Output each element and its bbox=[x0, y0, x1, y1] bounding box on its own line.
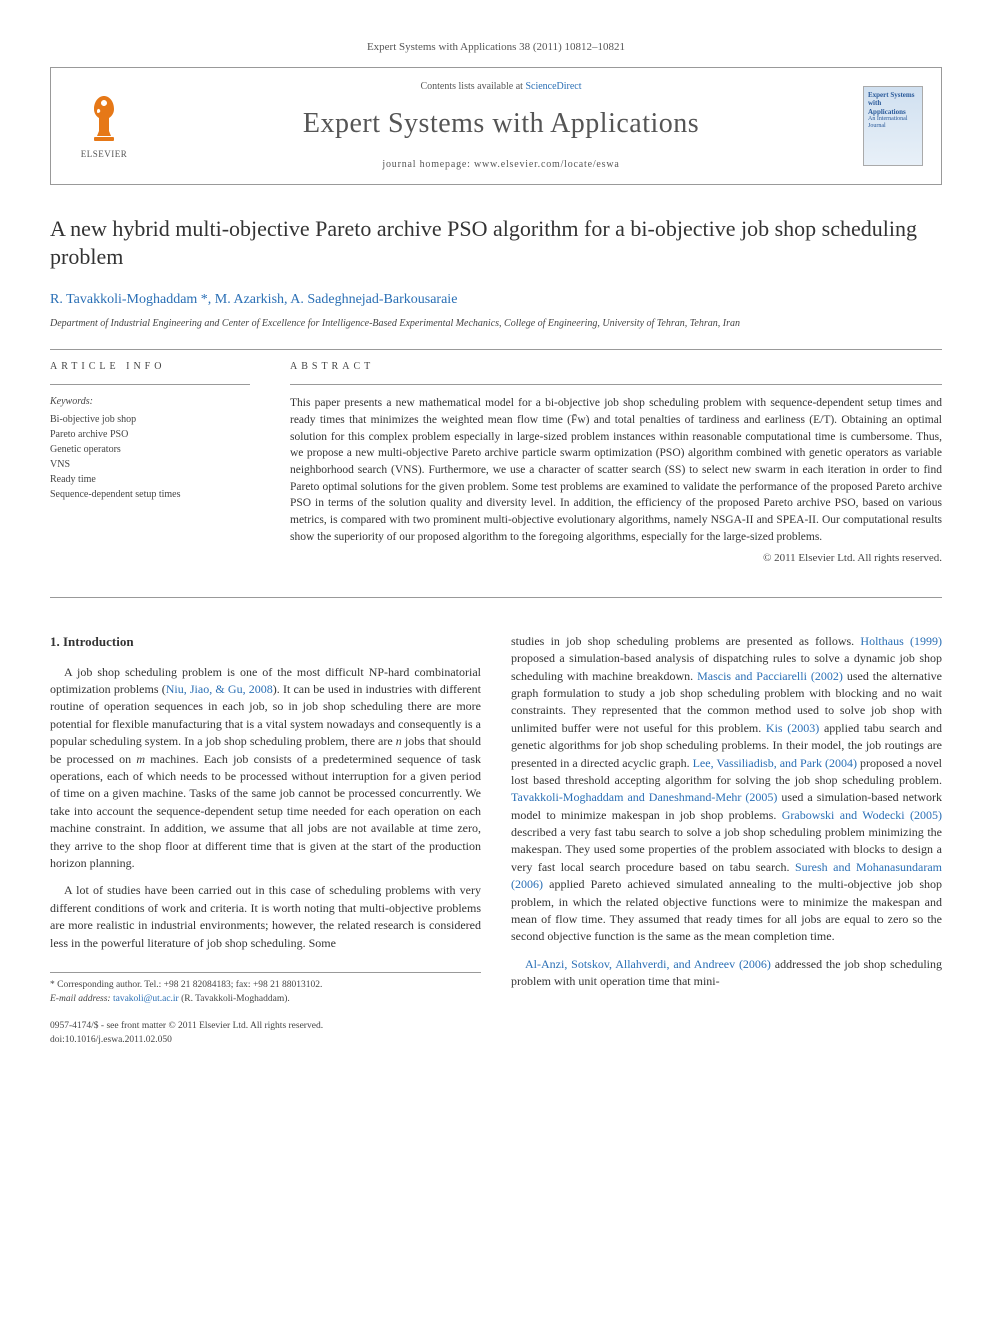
keyword: Ready time bbox=[50, 472, 250, 487]
divider-top bbox=[50, 349, 942, 350]
body-paragraph: A lot of studies have been carried out i… bbox=[50, 882, 481, 952]
ref-kis[interactable]: Kis (2003) bbox=[766, 721, 819, 735]
keyword: Bi-objective job shop bbox=[50, 412, 250, 427]
cover-title: Expert Systems with Applications bbox=[868, 91, 918, 116]
ref-niu[interactable]: Niu, Jiao, & Gu, 2008 bbox=[166, 682, 273, 696]
email-link[interactable]: tavakoli@ut.ac.ir bbox=[113, 994, 179, 1004]
ref-mascis[interactable]: Mascis and Pacciarelli (2002) bbox=[697, 669, 843, 683]
ref-holthaus[interactable]: Holthaus (1999) bbox=[860, 634, 942, 648]
author-link-2[interactable]: M. Azarkish bbox=[215, 292, 284, 307]
bottom-block: 0957-4174/$ - see front matter © 2011 El… bbox=[50, 1020, 481, 1048]
ref-alanzi[interactable]: Al-Anzi, Sotskov, Allahverdi, and Andree… bbox=[525, 957, 771, 971]
info-abstract-row: ARTICLE INFO Keywords: Bi-objective job … bbox=[50, 360, 942, 566]
corresponding-marker[interactable]: * bbox=[201, 292, 208, 307]
email-label: E-mail address: bbox=[50, 994, 111, 1004]
keyword: Sequence-dependent setup times bbox=[50, 487, 250, 502]
divider-bottom bbox=[50, 597, 942, 598]
citation-line: Expert Systems with Applications 38 (201… bbox=[50, 40, 942, 55]
keywords-label: Keywords: bbox=[50, 395, 250, 409]
divider-info bbox=[50, 384, 250, 385]
affiliation: Department of Industrial Engineering and… bbox=[50, 317, 942, 331]
body-columns: 1. Introduction A job shop scheduling pr… bbox=[50, 633, 942, 1048]
right-column: studies in job shop scheduling problems … bbox=[511, 633, 942, 1048]
article-info-column: ARTICLE INFO Keywords: Bi-objective job … bbox=[50, 360, 250, 566]
body-paragraph: Al-Anzi, Sotskov, Allahverdi, and Andree… bbox=[511, 956, 942, 991]
email-line: E-mail address: tavakoli@ut.ac.ir (R. Ta… bbox=[50, 993, 481, 1007]
homepage-line: journal homepage: www.elsevier.com/locat… bbox=[159, 158, 843, 172]
homepage-prefix: journal homepage: bbox=[382, 159, 474, 170]
keyword: Pareto archive PSO bbox=[50, 427, 250, 442]
author-link-3[interactable]: A. Sadeghnejad-Barkousaraie bbox=[290, 292, 457, 307]
article-title: A new hybrid multi-objective Pareto arch… bbox=[50, 215, 942, 272]
header-center: Contents lists available at ScienceDirec… bbox=[159, 80, 843, 171]
journal-cover-thumb: Expert Systems with Applications An Inte… bbox=[863, 86, 923, 166]
contents-line: Contents lists available at ScienceDirec… bbox=[159, 80, 843, 94]
homepage-link[interactable]: www.elsevier.com/locate/eswa bbox=[474, 159, 620, 170]
cover-subtitle: An International Journal bbox=[868, 116, 918, 130]
body-paragraph: studies in job shop scheduling problems … bbox=[511, 633, 942, 946]
front-matter-copyright: 0957-4174/$ - see front matter © 2011 El… bbox=[50, 1020, 481, 1034]
doi-line: doi:10.1016/j.eswa.2011.02.050 bbox=[50, 1034, 481, 1048]
sciencedirect-link[interactable]: ScienceDirect bbox=[525, 81, 581, 92]
elsevier-tree-icon bbox=[79, 91, 129, 146]
ref-grabowski[interactable]: Grabowski and Wodecki (2005) bbox=[782, 808, 942, 822]
journal-name: Expert Systems with Applications bbox=[159, 104, 843, 143]
footnote-block: * Corresponding author. Tel.: +98 21 820… bbox=[50, 972, 481, 1007]
ref-tavakkoli[interactable]: Tavakkoli-Moghaddam and Daneshmand-Mehr … bbox=[511, 790, 777, 804]
contents-prefix: Contents lists available at bbox=[420, 81, 525, 92]
abstract-copyright: © 2011 Elsevier Ltd. All rights reserved… bbox=[290, 551, 942, 566]
ref-suresh[interactable]: Suresh and Mohanasundaram (2006) bbox=[511, 860, 942, 891]
elsevier-label: ELSEVIER bbox=[81, 148, 128, 161]
abstract-header: ABSTRACT bbox=[290, 360, 942, 374]
abstract-column: ABSTRACT This paper presents a new mathe… bbox=[290, 360, 942, 566]
keyword: VNS bbox=[50, 457, 250, 472]
ref-lee[interactable]: Lee, Vassiliadisb, and Park (2004) bbox=[693, 756, 857, 770]
body-paragraph: A job shop scheduling problem is one of … bbox=[50, 664, 481, 873]
article-info-header: ARTICLE INFO bbox=[50, 360, 250, 374]
section-heading: 1. Introduction bbox=[50, 633, 481, 652]
corresponding-author-note: * Corresponding author. Tel.: +98 21 820… bbox=[50, 979, 481, 993]
keyword: Genetic operators bbox=[50, 442, 250, 457]
authors: R. Tavakkoli-Moghaddam *, M. Azarkish, A… bbox=[50, 290, 942, 310]
abstract-text: This paper presents a new mathematical m… bbox=[290, 395, 942, 545]
divider-abstract bbox=[290, 384, 942, 385]
email-author: (R. Tavakkoli-Moghaddam). bbox=[181, 994, 290, 1004]
author-link-1[interactable]: R. Tavakkoli-Moghaddam bbox=[50, 292, 197, 307]
journal-header-box: ELSEVIER Contents lists available at Sci… bbox=[50, 67, 942, 184]
left-column: 1. Introduction A job shop scheduling pr… bbox=[50, 633, 481, 1048]
elsevier-logo: ELSEVIER bbox=[69, 86, 139, 166]
page-root: Expert Systems with Applications 38 (201… bbox=[0, 0, 992, 1088]
